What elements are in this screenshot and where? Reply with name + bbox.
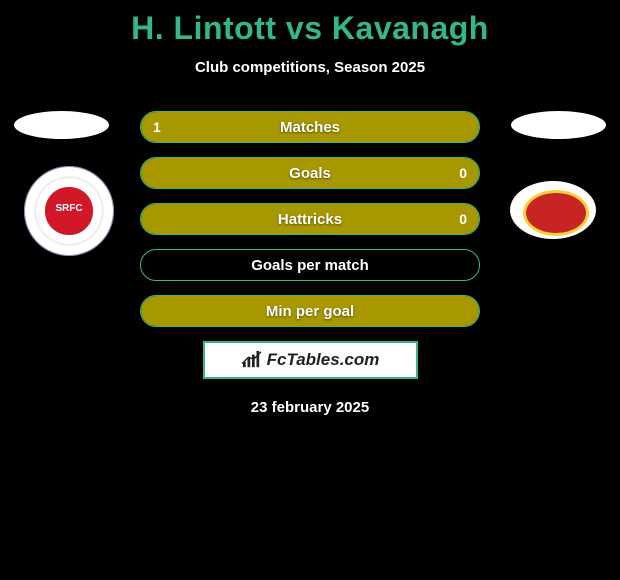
stat-label: Matches	[280, 119, 340, 136]
date-text: 23 february 2025	[0, 399, 620, 416]
stat-label: Hattricks	[278, 211, 342, 228]
stat-row-goals: Goals 0	[140, 157, 480, 189]
stat-row-min-per-goal: Min per goal	[140, 295, 480, 327]
chart-icon	[241, 351, 263, 369]
stat-row-goals-per-match: Goals per match	[140, 249, 480, 281]
comparison-panel: 1 Matches Goals 0 Hattricks 0 Goals per …	[0, 111, 620, 416]
crest-right	[510, 181, 596, 239]
subtitle: Club competitions, Season 2025	[0, 59, 620, 76]
stat-label: Goals per match	[251, 257, 369, 274]
attribution-box[interactable]: FcTables.com	[203, 341, 418, 379]
player-right-pill	[511, 111, 606, 139]
page-title: H. Lintott vs Kavanagh	[0, 0, 620, 47]
stat-row-matches: 1 Matches	[140, 111, 480, 143]
stat-bars: 1 Matches Goals 0 Hattricks 0 Goals per …	[140, 111, 480, 327]
stat-label: Goals	[289, 165, 331, 182]
crest-left	[24, 166, 114, 256]
stat-label: Min per goal	[266, 303, 354, 320]
stat-left-value: 1	[153, 119, 161, 135]
attribution-text: FcTables.com	[267, 350, 380, 370]
player-left-pill	[14, 111, 109, 139]
stat-row-hattricks: Hattricks 0	[140, 203, 480, 235]
stat-right-value: 0	[459, 165, 467, 181]
stat-right-value: 0	[459, 211, 467, 227]
